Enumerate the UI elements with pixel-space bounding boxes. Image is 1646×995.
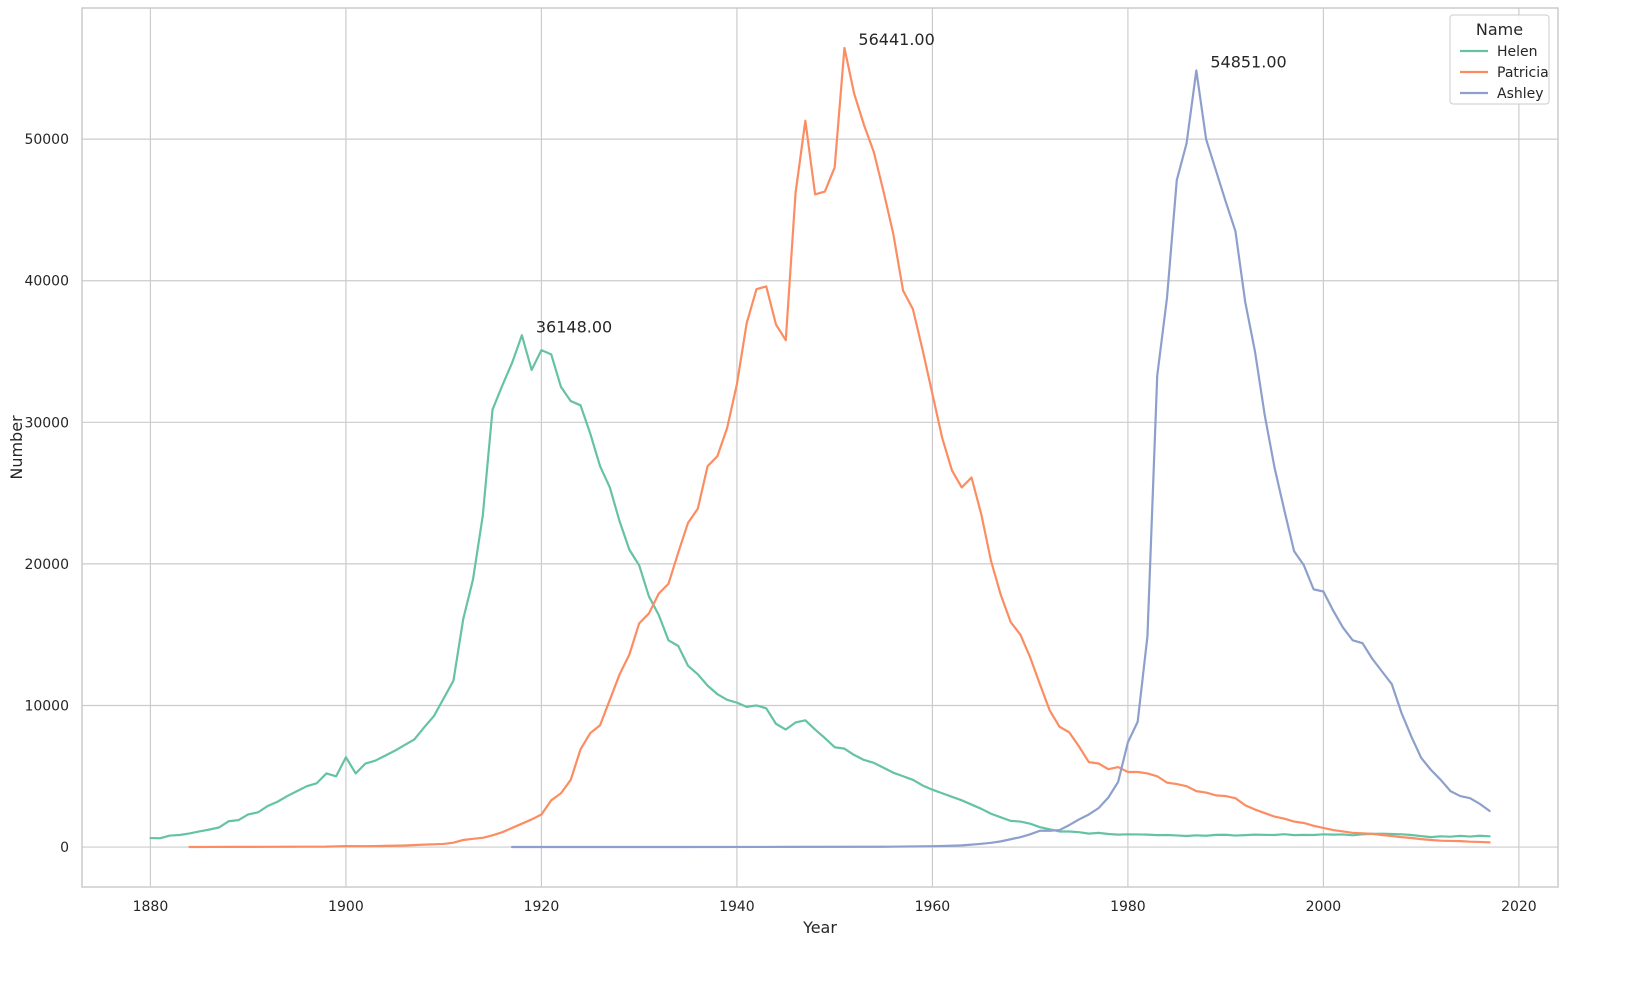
- x-tick-label: 1920: [524, 899, 560, 915]
- legend-label-ashley: Ashley: [1497, 86, 1544, 102]
- peak-annotations: 36148.00 56441.00 54851.00: [536, 30, 1287, 336]
- y-axis-title: Number: [7, 415, 26, 480]
- legend-title: Name: [1476, 20, 1523, 39]
- y-tick-label: 0: [60, 840, 69, 856]
- legend-label-patricia: Patricia: [1497, 65, 1549, 81]
- y-tick-label: 10000: [24, 698, 69, 714]
- y-tick-label: 30000: [24, 415, 69, 431]
- y-tick-label: 20000: [24, 557, 69, 573]
- y-tick-label: 50000: [24, 132, 69, 148]
- x-tick-label: 1960: [915, 899, 951, 915]
- x-axis-title: Year: [802, 918, 837, 937]
- series-lines: [149, 46, 1491, 849]
- peak-annotation-patricia: 56441.00: [858, 30, 934, 49]
- grid-lines: [82, 8, 1558, 887]
- plot-border: [81, 7, 1559, 888]
- legend: Name Helen Patricia Ashley: [1449, 14, 1550, 105]
- x-tick-label: 1880: [133, 899, 169, 915]
- x-tick-label: 1900: [328, 899, 364, 915]
- legend-label-helen: Helen: [1497, 44, 1538, 60]
- x-tick-label: 1980: [1110, 899, 1146, 915]
- series-line-ashley: [510, 69, 1491, 849]
- x-tick-label: 2020: [1501, 899, 1537, 915]
- y-tick-label: 40000: [24, 274, 69, 290]
- x-tick-label: 2000: [1306, 899, 1342, 915]
- plot-frame: [81, 7, 1559, 888]
- legend-items: Helen Patricia Ashley: [1460, 44, 1549, 102]
- peak-annotation-helen: 36148.00: [536, 317, 612, 336]
- series-line-helen: [149, 334, 1491, 840]
- tick-labels: 1880 1900 1920 1940 1960 1980 2000 2020 0 10000 20…: [24, 132, 1536, 915]
- peak-annotation-ashley: 54851.00: [1210, 52, 1286, 71]
- series-line-patricia: [188, 46, 1491, 849]
- legend-box: [1449, 14, 1550, 105]
- x-tick-label: 1940: [719, 899, 755, 915]
